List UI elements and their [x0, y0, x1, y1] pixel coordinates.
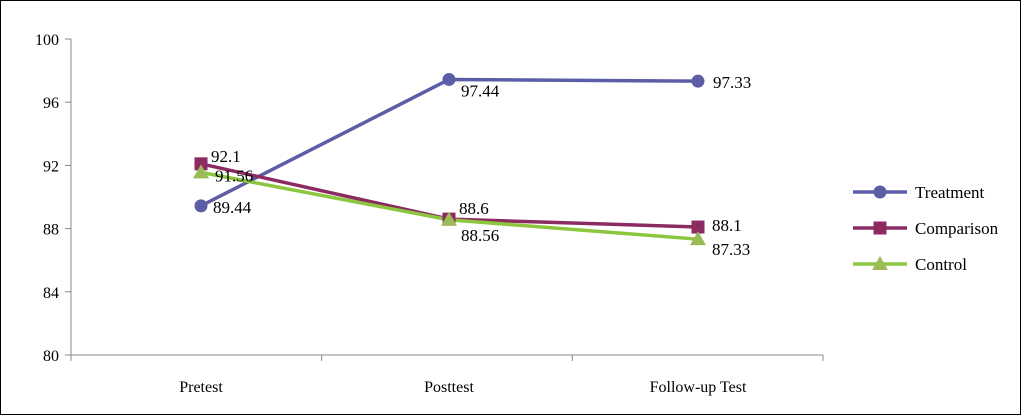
data-label-control: 91.56: [215, 166, 253, 185]
legend-marker-treatment: [873, 185, 887, 199]
legend-label-treatment: Treatment: [915, 183, 985, 202]
x-tick-label: Posttest: [424, 379, 474, 396]
data-label-treatment: 97.44: [461, 81, 500, 100]
point-control: [690, 231, 706, 246]
point-treatment: [194, 199, 208, 213]
y-tick-label: 88: [43, 222, 59, 239]
legend-marker-control: [872, 256, 888, 270]
data-label-comparison: 88.6: [459, 199, 489, 218]
data-label-treatment: 89.44: [213, 198, 252, 217]
point-treatment: [691, 74, 705, 88]
y-tick-label: 84: [43, 285, 59, 302]
point-comparison: [691, 220, 705, 234]
point-comparison: [194, 157, 208, 171]
x-tick-label: Follow-up Test: [650, 379, 747, 396]
data-label-control: 87.33: [712, 240, 750, 259]
x-tick-label: Pretest: [179, 379, 223, 396]
data-label-comparison: 88.1: [712, 216, 742, 235]
data-label-treatment: 97.33: [713, 73, 751, 92]
y-tick-label: 92: [43, 158, 59, 175]
point-treatment: [442, 72, 456, 86]
y-tick-label: 96: [43, 95, 59, 112]
series-line-control: [200, 170, 699, 241]
legend-label-comparison: Comparison: [915, 219, 999, 238]
data-label-control: 88.56: [461, 226, 499, 245]
legend-marker-comparison: [873, 221, 887, 235]
y-tick-label: 100: [35, 32, 59, 49]
data-label-comparison: 92.1: [211, 147, 241, 166]
point-control: [193, 164, 209, 179]
y-tick-label: 80: [43, 348, 59, 365]
legend-label-control: Control: [915, 255, 967, 274]
point-control: [441, 211, 457, 226]
